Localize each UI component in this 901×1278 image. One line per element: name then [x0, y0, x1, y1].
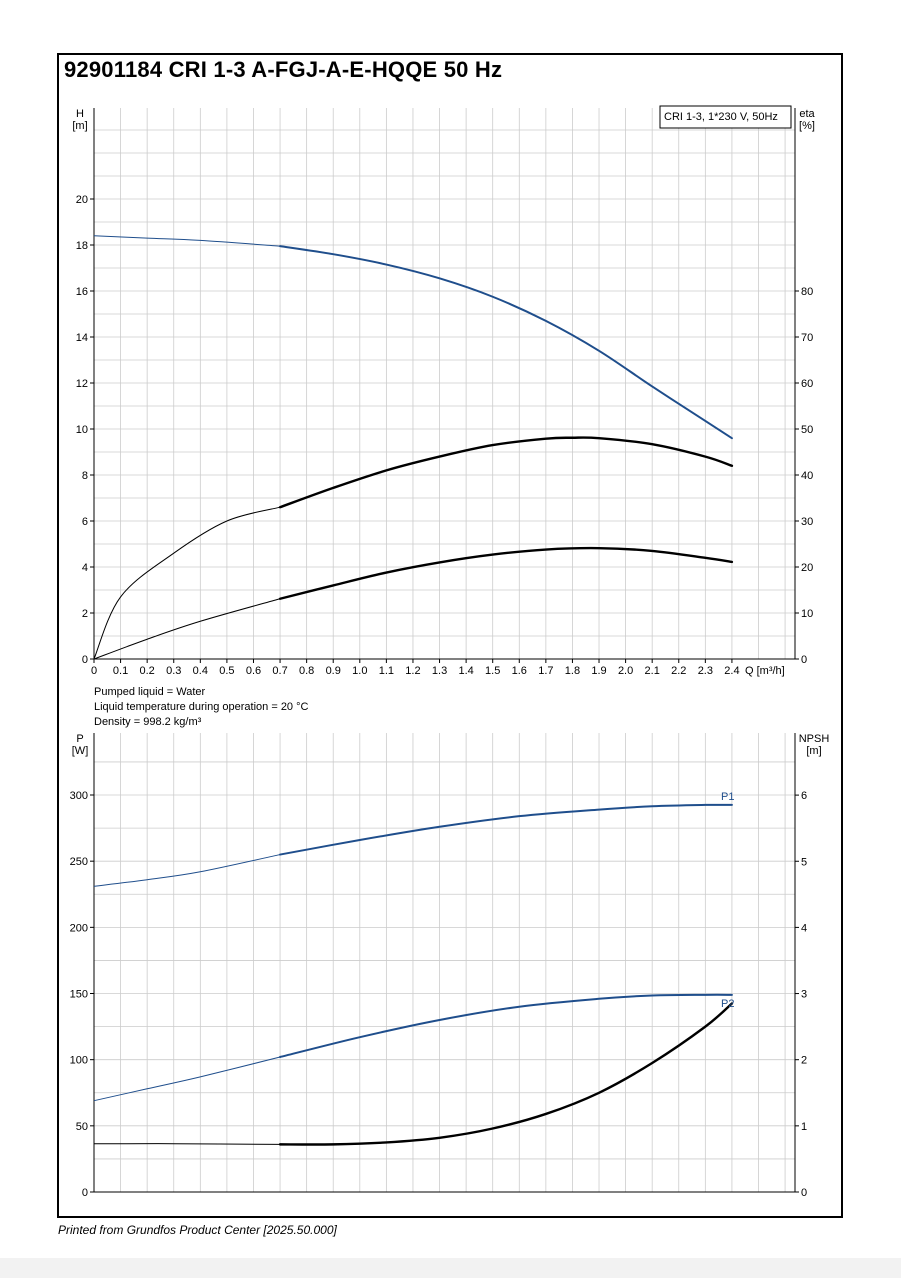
y-right-tick-label: 10 — [801, 608, 813, 620]
y-left-tick-label: 8 — [82, 470, 88, 482]
x-tick-label: 2.2 — [671, 665, 686, 677]
series-label-p1: P1 — [721, 791, 734, 803]
top-series-1-curve-extended — [93, 506, 281, 660]
bottom-series-2-curve — [278, 1002, 734, 1146]
y-right-tick-label: 0 — [801, 654, 807, 666]
y-left-tick-label: 100 — [70, 1055, 88, 1067]
y-right-tick-label: 1 — [801, 1121, 807, 1133]
note-liquid-temperature: Liquid temperature during operation = 20… — [94, 701, 309, 713]
y-right-tick-label: 3 — [801, 989, 807, 1001]
y-left-tick-label: 12 — [76, 378, 88, 390]
x-tick-label: 0 — [91, 665, 97, 677]
note-pumped-liquid: Pumped liquid = Water — [94, 686, 206, 698]
x-tick-label: 0.4 — [193, 665, 208, 677]
bottom-series-1-curve — [279, 993, 733, 1059]
bottom-series-0-curve — [279, 803, 733, 856]
x-tick-label: 0.1 — [113, 665, 128, 677]
grid-layer — [93, 108, 795, 1193]
page-title: 92901184 CRI 1-3 A-FGJ-A-E-HQQE 50 Hz — [64, 57, 503, 82]
x-tick-label: 0.2 — [140, 665, 155, 677]
bottom-series-1-curve-extended — [93, 1056, 281, 1102]
page-bottom-band — [0, 1258, 901, 1278]
y-right-tick-label: 20 — [801, 562, 813, 574]
y-left-tick-label: 250 — [70, 856, 88, 868]
top-y-left-label: H — [76, 108, 84, 120]
top-series-2-curve-extended — [93, 598, 281, 660]
y-left-tick-label: 50 — [76, 1121, 88, 1133]
footer-note: Printed from Grundfos Product Center [20… — [58, 1223, 337, 1237]
x-tick-label: 0.5 — [219, 665, 234, 677]
y-left-tick-label: 0 — [82, 1187, 88, 1199]
y-left-tick-label: 6 — [82, 516, 88, 528]
y-right-tick-label: 5 — [801, 856, 807, 868]
y-right-tick-label: 4 — [801, 922, 807, 934]
top-series-1-curve — [278, 436, 734, 509]
y-left-tick-label: 20 — [76, 194, 88, 206]
x-tick-label: 1.7 — [538, 665, 553, 677]
curve-layer — [93, 235, 734, 1146]
bottom-y-right-unit: [m] — [806, 745, 821, 757]
bottom-y-left-label: P — [76, 733, 83, 745]
x-tick-label: 1.9 — [591, 665, 606, 677]
y-left-tick-label: 2 — [82, 608, 88, 620]
bottom-y-right-label: NPSH — [799, 733, 830, 745]
x-tick-label: 1.2 — [405, 665, 420, 677]
x-tick-label: 2.4 — [724, 665, 739, 677]
x-tick-label: 1.5 — [485, 665, 500, 677]
x-tick-label: 0.6 — [246, 665, 261, 677]
top-x-axis-label: Q [m³/h] — [745, 665, 785, 677]
note-density: Density = 998.2 kg/m³ — [94, 716, 202, 728]
top-series-2-curve — [278, 546, 734, 600]
x-tick-label: 0.9 — [326, 665, 341, 677]
y-right-tick-label: 6 — [801, 790, 807, 802]
y-left-tick-label: 14 — [76, 332, 88, 344]
top-y-left-unit: [m] — [72, 120, 87, 132]
x-tick-label: 1.8 — [565, 665, 580, 677]
x-tick-label: 1.6 — [512, 665, 527, 677]
x-tick-label: 2.0 — [618, 665, 633, 677]
y-right-tick-label: 60 — [801, 378, 813, 390]
x-tick-label: 0.7 — [272, 665, 287, 677]
axis-layer — [90, 108, 799, 1193]
y-left-tick-label: 150 — [70, 989, 88, 1001]
chart-frame — [57, 53, 843, 1218]
y-right-tick-label: 2 — [801, 1055, 807, 1067]
x-tick-label: 0.3 — [166, 665, 181, 677]
y-left-tick-label: 18 — [76, 240, 88, 252]
y-left-tick-label: 200 — [70, 922, 88, 934]
y-left-tick-label: 300 — [70, 790, 88, 802]
x-tick-label: 1.3 — [432, 665, 447, 677]
y-left-tick-label: 16 — [76, 286, 88, 298]
top-series-0-curve-extended — [93, 235, 281, 247]
bottom-y-left-unit: [W] — [72, 745, 89, 757]
x-tick-label: 2.1 — [645, 665, 660, 677]
y-right-tick-label: 50 — [801, 424, 813, 436]
top-series-0-curve — [279, 245, 733, 440]
legend-box — [659, 105, 792, 129]
y-left-tick-label: 0 — [82, 654, 88, 666]
top-y-right-label: eta — [799, 108, 815, 120]
label-layer: 0246810121416182001020304050607080050100… — [70, 194, 814, 1199]
x-tick-label: 1.1 — [379, 665, 394, 677]
y-left-tick-label: 10 — [76, 424, 88, 436]
bottom-series-0-curve-extended — [93, 854, 281, 887]
y-right-tick-label: 80 — [801, 286, 813, 298]
x-tick-label: 1.4 — [458, 665, 473, 677]
y-right-tick-label: 30 — [801, 516, 813, 528]
y-right-tick-label: 40 — [801, 470, 813, 482]
y-left-tick-label: 4 — [82, 562, 88, 574]
legend-box-text: CRI 1-3, 1*230 V, 50Hz — [664, 111, 778, 123]
y-right-tick-label: 70 — [801, 332, 813, 344]
x-tick-label: 0.8 — [299, 665, 314, 677]
x-tick-label: 1.0 — [352, 665, 367, 677]
y-right-tick-label: 0 — [801, 1187, 807, 1199]
top-y-right-unit: [%] — [799, 120, 815, 132]
bottom-series-2-curve-extended — [93, 1143, 281, 1145]
x-tick-label: 2.3 — [698, 665, 713, 677]
series-label-p2: P2 — [721, 998, 734, 1010]
